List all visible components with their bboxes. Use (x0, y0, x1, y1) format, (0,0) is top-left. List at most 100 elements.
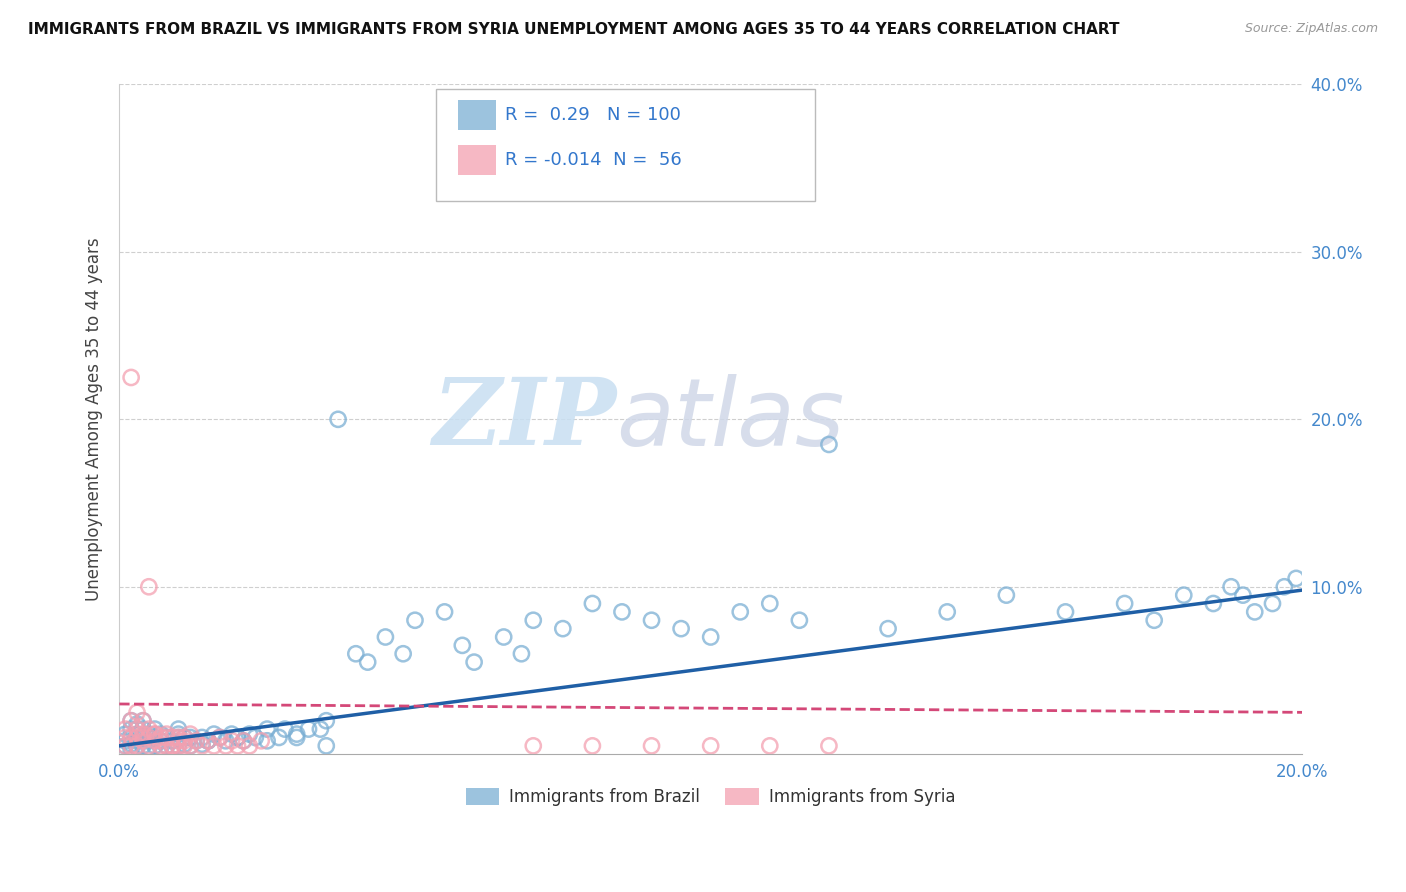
Point (1054, 605, 1077, 619)
Point (699, 739, 721, 753)
Point (221, 734, 243, 748)
Point (315, 714, 337, 728)
Point (162, 731, 184, 745)
Point (173, 739, 195, 753)
Point (114, 734, 136, 748)
Point (162, 739, 184, 753)
Point (149, 740, 172, 755)
Point (155, 727, 177, 741)
Point (155, 731, 177, 745)
Point (344, 647, 367, 661)
Point (125, 722, 148, 736)
Point (179, 739, 201, 753)
Point (138, 727, 160, 741)
Point (149, 731, 172, 745)
Text: IMMIGRANTS FROM BRAZIL VS IMMIGRANTS FROM SYRIA UNEMPLOYMENT AMONG AGES 35 TO 44: IMMIGRANTS FROM BRAZIL VS IMMIGRANTS FRO… (28, 22, 1119, 37)
Point (120, 742, 142, 756)
Point (120, 714, 142, 728)
Point (125, 739, 148, 753)
Point (226, 731, 249, 745)
Point (759, 739, 782, 753)
Point (138, 731, 160, 745)
Point (818, 739, 841, 753)
Point (267, 731, 290, 745)
Point (759, 597, 782, 611)
Point (728, 605, 751, 619)
Point (167, 739, 190, 753)
Point (1272, 580, 1295, 594)
Point (114, 722, 136, 736)
Point (149, 739, 172, 753)
Point (114, 739, 136, 753)
Text: ZIP: ZIP (432, 375, 616, 465)
Point (238, 727, 260, 741)
Point (167, 727, 190, 741)
Point (120, 370, 142, 384)
Point (699, 630, 721, 644)
Point (132, 734, 155, 748)
Point (936, 605, 959, 619)
Point (221, 727, 243, 741)
Point (125, 731, 148, 745)
Point (463, 655, 485, 669)
Point (114, 739, 136, 753)
Point (357, 655, 380, 669)
Point (1143, 613, 1166, 627)
Point (173, 734, 195, 748)
Point (1202, 597, 1225, 611)
Point (149, 734, 172, 748)
Point (392, 647, 415, 661)
Point (433, 605, 456, 619)
Point (610, 605, 633, 619)
Point (197, 734, 219, 748)
Point (1285, 571, 1308, 585)
Point (149, 734, 172, 748)
Point (215, 739, 238, 753)
Text: R = -0.014  N =  56: R = -0.014 N = 56 (505, 151, 682, 169)
Point (173, 737, 195, 751)
Point (149, 734, 172, 748)
Point (162, 740, 184, 755)
Point (581, 739, 603, 753)
Point (789, 613, 811, 627)
Point (120, 714, 142, 728)
Point (404, 613, 426, 627)
Point (138, 731, 160, 745)
Point (179, 739, 201, 753)
Point (120, 731, 142, 745)
Point (114, 731, 136, 745)
Point (138, 740, 160, 755)
Point (179, 731, 201, 745)
Point (285, 731, 308, 745)
Point (125, 722, 148, 736)
Point (208, 731, 231, 745)
Point (167, 731, 190, 745)
Point (215, 734, 238, 748)
Point (138, 580, 160, 594)
Point (522, 613, 544, 627)
Point (143, 727, 166, 741)
Point (191, 739, 214, 753)
Point (285, 727, 308, 741)
Point (132, 727, 155, 741)
Point (167, 734, 190, 748)
Point (114, 727, 136, 741)
Point (640, 739, 662, 753)
Text: Source: ZipAtlas.com: Source: ZipAtlas.com (1244, 22, 1378, 36)
Point (492, 630, 515, 644)
Point (1220, 580, 1243, 594)
Point (510, 647, 533, 661)
Point (191, 737, 214, 751)
Point (143, 739, 166, 753)
Point (297, 722, 319, 736)
Point (120, 731, 142, 745)
Y-axis label: Unemployment Among Ages 35 to 44 years: Unemployment Among Ages 35 to 44 years (86, 237, 103, 601)
Point (132, 739, 155, 753)
Point (551, 622, 574, 636)
Point (143, 731, 166, 745)
Point (315, 739, 337, 753)
Point (173, 731, 195, 745)
Point (581, 597, 603, 611)
Point (143, 722, 166, 736)
Point (167, 739, 190, 753)
